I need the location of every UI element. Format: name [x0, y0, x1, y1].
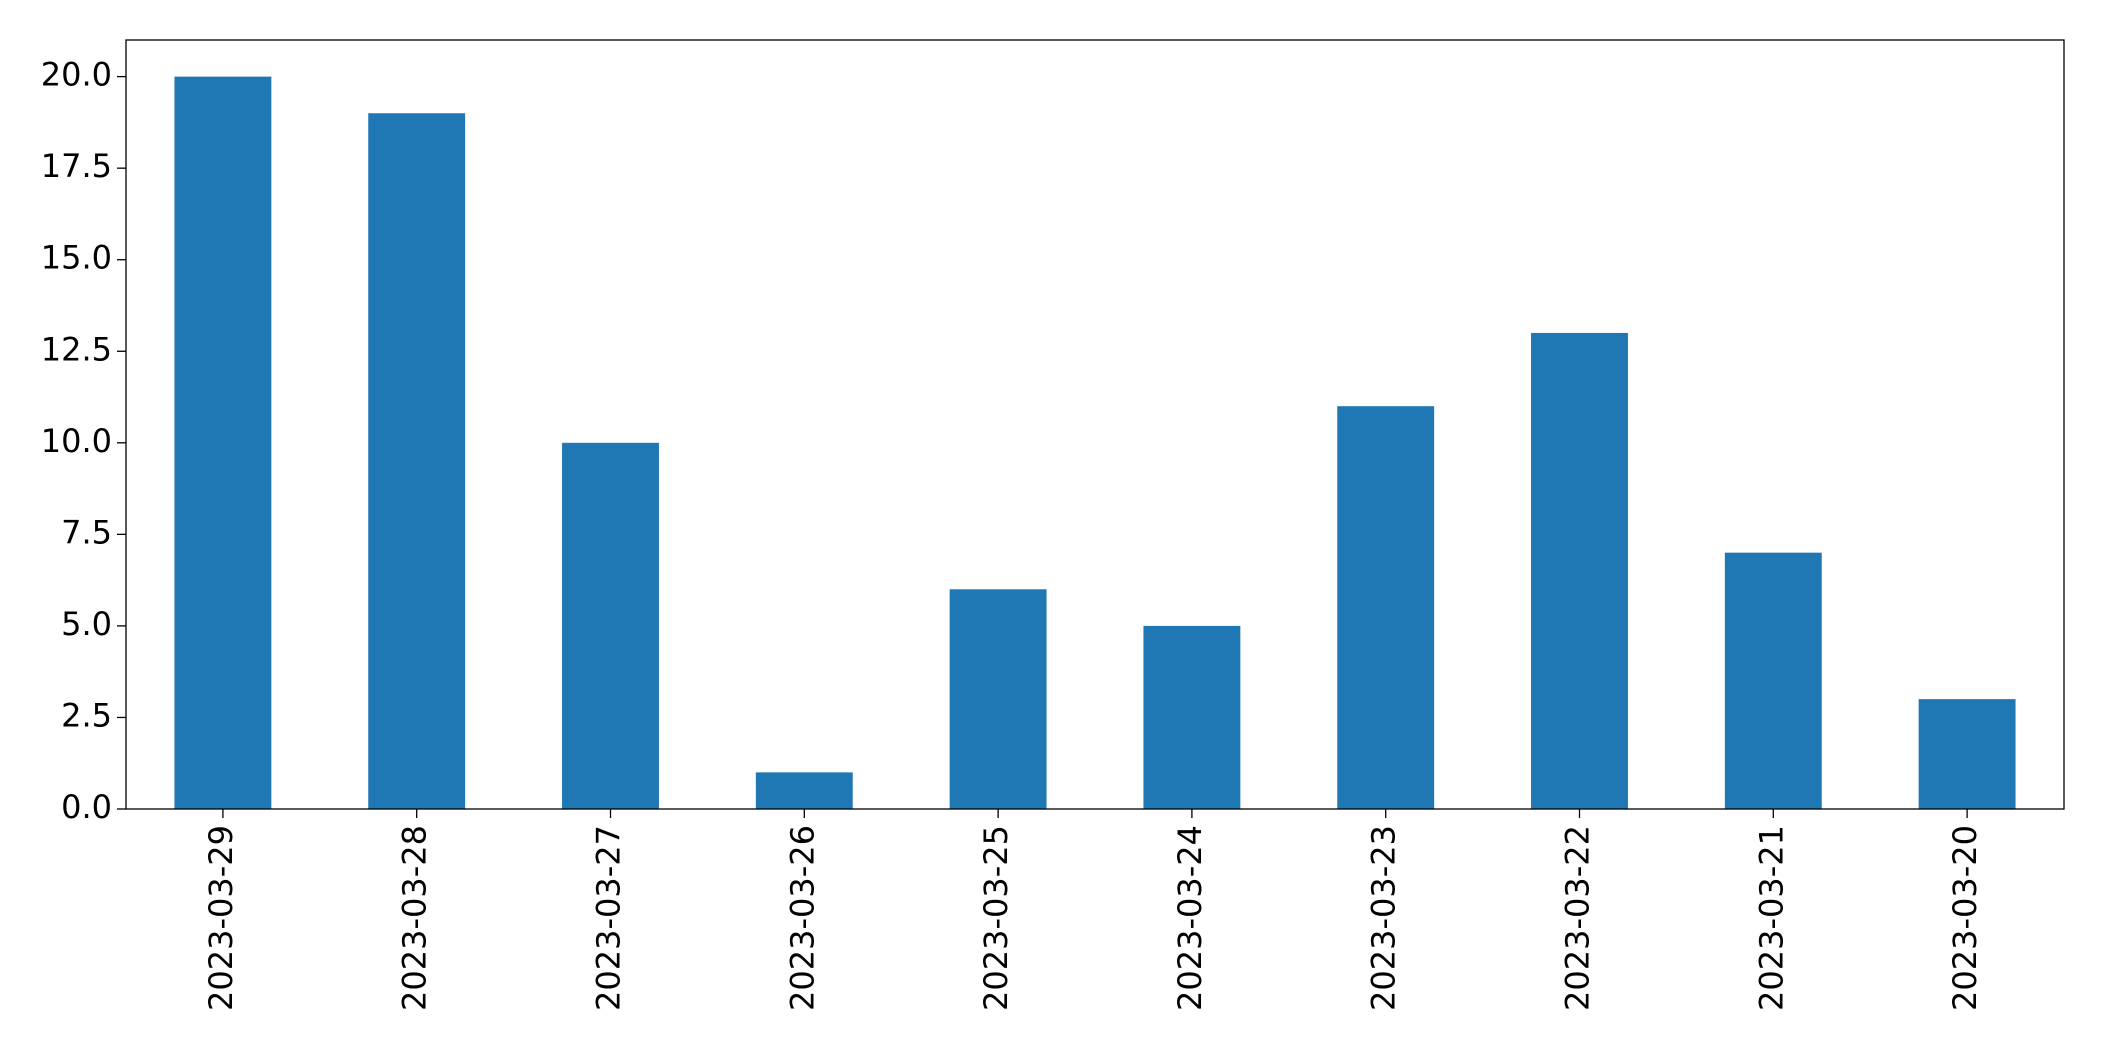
y-tick-label: 12.5 — [41, 330, 112, 368]
bar — [755, 772, 853, 809]
bar — [174, 76, 272, 810]
x-tick-label: 2023-03-24 — [1171, 825, 1209, 1011]
x-tick-label: 2023-03-29 — [202, 825, 240, 1011]
x-tick-label: 2023-03-22 — [1559, 825, 1597, 1011]
bar — [1337, 406, 1435, 809]
x-tick-label: 2023-03-21 — [1752, 825, 1790, 1011]
x-tick-label: 2023-03-28 — [396, 825, 434, 1011]
plot-frame — [125, 39, 2065, 810]
x-tick-label: 2023-03-26 — [783, 825, 821, 1011]
bar — [1724, 552, 1822, 809]
y-tick-label: 10.0 — [41, 422, 112, 460]
y-tick-label: 2.5 — [61, 696, 112, 734]
x-tick-label: 2023-03-27 — [590, 825, 628, 1011]
x-tick-label: 2023-03-25 — [977, 825, 1015, 1011]
bar — [949, 589, 1047, 809]
y-tick-label: 15.0 — [41, 239, 112, 277]
y-tick-label: 17.5 — [41, 147, 112, 185]
bar — [1531, 332, 1628, 809]
x-tick-label: 2023-03-20 — [1946, 825, 1984, 1011]
y-tick-label: 7.5 — [61, 513, 112, 551]
x-tick-label: 2023-03-23 — [1365, 825, 1403, 1011]
bar — [368, 113, 466, 809]
bar — [1918, 699, 2016, 809]
y-tick-label: 0.0 — [61, 788, 112, 826]
y-tick-label: 5.0 — [61, 605, 112, 643]
bar — [562, 442, 659, 809]
y-tick-label: 20.0 — [41, 56, 112, 94]
bar — [1143, 625, 1241, 809]
